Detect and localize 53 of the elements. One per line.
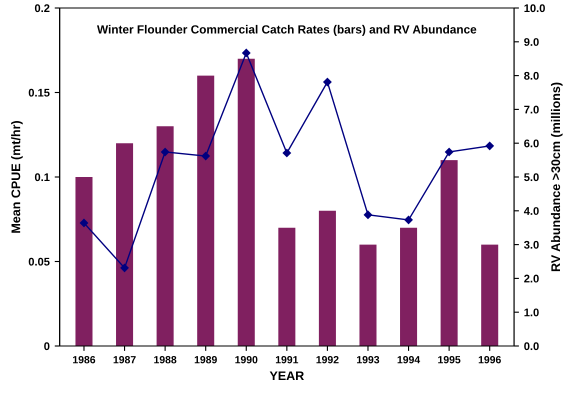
y2-tick-label: 8.0 [524, 72, 539, 80]
y2-tick-label: 9.0 [524, 38, 539, 46]
point [323, 78, 332, 86]
y2-tick-label: 1.0 [524, 308, 539, 316]
y2-tick-label: 0.0 [524, 342, 539, 350]
bar [318, 210, 336, 346]
x-tick-label: 1993 [357, 356, 380, 364]
x-tick-label: 1992 [316, 356, 339, 364]
x-tick-label: 1996 [478, 356, 501, 364]
point [404, 216, 413, 224]
x-tick-label: 1995 [438, 356, 460, 364]
bar [116, 143, 134, 346]
y-axis-title: Mean CPUE (mt/hr) [11, 121, 23, 233]
point [242, 48, 250, 58]
x-tick-label: 1988 [154, 356, 176, 364]
x-tick-label: 1990 [235, 356, 258, 364]
text: Winter Flounder Commercial Catch Rates (bars) and RV Abundance [97, 24, 476, 36]
x-axis-title: YEAR [270, 371, 304, 380]
x-tick-label: 1989 [194, 356, 217, 364]
bar [75, 177, 93, 346]
point [444, 148, 454, 156]
x-tick-label: 1991 [276, 356, 298, 364]
bar [278, 228, 296, 346]
point [486, 142, 494, 150]
point [364, 210, 372, 219]
y2-tick-label: 6.0 [524, 139, 539, 148]
point [80, 218, 88, 228]
y2-tick-label: 4.0 [524, 207, 539, 215]
x-tick-label: 1994 [398, 356, 420, 364]
y2-tick-label: 2.0 [524, 274, 539, 283]
bar [197, 76, 214, 346]
y-tick-label: 0 [44, 342, 50, 350]
bar [481, 244, 498, 346]
bar [156, 126, 174, 346]
bar [440, 160, 458, 346]
y-tick-label: 0.2 [34, 4, 50, 12]
y2-tick-label: 10.0 [524, 4, 545, 12]
y-tick-label: 0.05 [28, 258, 50, 266]
y2-axis-title: RV Abundance >30cm (millions) [550, 82, 563, 272]
point [202, 152, 210, 160]
y2-tick-label: 3.0 [524, 240, 539, 249]
bar [238, 58, 255, 346]
y-tick-label: 0.15 [28, 88, 50, 97]
x-tick-label: 1986 [73, 356, 96, 364]
bar [359, 244, 377, 346]
y2-tick-label: 7.0 [524, 106, 539, 114]
x-tick-label: 1987 [114, 356, 136, 364]
y2-tick-label: 5.0 [524, 173, 539, 182]
y-tick-label: 0.1 [34, 173, 50, 182]
point [282, 148, 291, 158]
point [160, 148, 170, 156]
bar [400, 228, 418, 346]
point [120, 264, 129, 272]
